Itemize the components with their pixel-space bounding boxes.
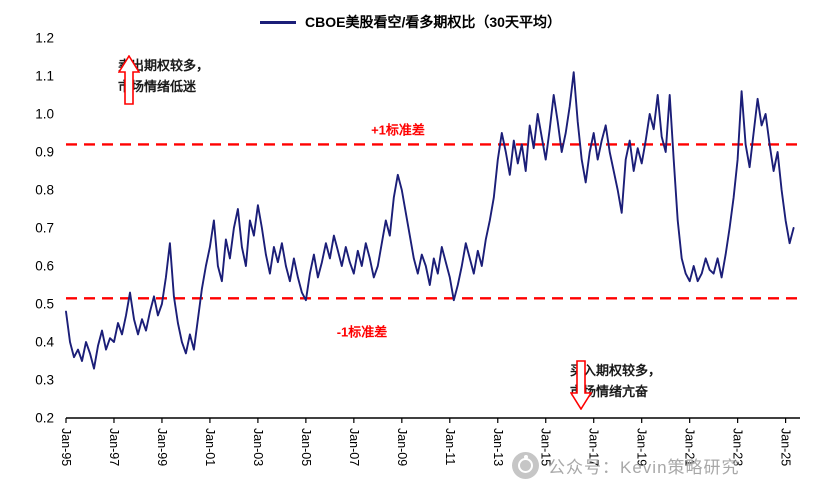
y-tick-label: 0.2 <box>35 411 54 426</box>
std-minus-label: -1标准差 <box>337 324 388 339</box>
x-tick-label: Jan-07 <box>347 428 361 466</box>
y-tick-label: 1.2 <box>35 31 54 46</box>
x-tick-label: Jan-03 <box>251 428 265 466</box>
wechat-logo-icon <box>512 452 539 479</box>
y-tick-label: 1.1 <box>35 69 54 84</box>
y-tick-label: 0.6 <box>35 259 54 274</box>
annotation-buy-line1: 买入期权较多， <box>570 363 662 378</box>
x-tick-label: Jan-99 <box>155 428 169 466</box>
std-plus-label: +1标准差 <box>371 122 425 137</box>
x-tick-label: Jan-21 <box>683 428 697 466</box>
watermark-text: 公众号：Kevin策略研究 <box>548 458 740 477</box>
x-tick-label: Jan-15 <box>539 428 553 466</box>
up-arrow-icon <box>118 55 140 105</box>
y-tick-label: 0.9 <box>35 145 54 160</box>
x-tick-label: Jan-01 <box>203 428 217 466</box>
watermark: 公众号：Kevin策略研究 <box>512 452 740 479</box>
x-tick-label: Jan-97 <box>107 428 121 466</box>
x-tick-label: Jan-23 <box>731 428 745 466</box>
y-tick-label: 0.8 <box>35 183 54 198</box>
annotation-sell-options: 卖出期权较多， 市场情绪低迷 <box>118 55 210 105</box>
y-tick-label: 0.3 <box>35 373 54 388</box>
series-line <box>65 71 795 370</box>
x-tick-label: Jan-25 <box>779 428 793 466</box>
x-tick-label: Jan-13 <box>491 428 505 466</box>
x-tick-label: Jan-11 <box>443 428 457 465</box>
annotation-sell-line2: 市场情绪低迷 <box>118 79 197 95</box>
x-tick-label: Jan-95 <box>59 428 73 466</box>
y-tick-label: 1.0 <box>35 107 54 122</box>
down-arrow-icon <box>570 360 592 410</box>
x-tick-label: Jan-17 <box>587 428 601 466</box>
x-tick-label: Jan-05 <box>299 428 313 466</box>
y-tick-label: 0.5 <box>35 297 54 312</box>
annotation-buy-options: 买入期权较多， 市场情绪亢奋 <box>570 360 662 410</box>
x-tick-label: Jan-19 <box>635 428 649 466</box>
x-tick-label: Jan-09 <box>395 428 409 466</box>
y-tick-label: 0.7 <box>35 221 54 236</box>
y-tick-label: 0.4 <box>35 335 54 350</box>
annotation-sell-line1: 卖出期权较多， <box>118 58 210 73</box>
